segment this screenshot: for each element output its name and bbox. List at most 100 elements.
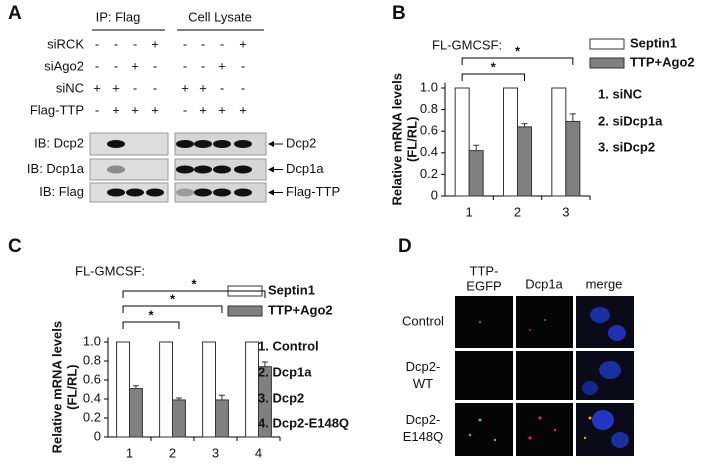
y-tick-label: 0 — [431, 187, 438, 202]
condition-sign: - — [95, 58, 99, 73]
bar — [116, 341, 130, 438]
significance-bracket — [461, 57, 574, 65]
significance-label: * — [148, 307, 154, 322]
significance-label: * — [491, 59, 497, 74]
condition-sign: - — [95, 102, 99, 117]
x-tick-label: 1 — [466, 204, 473, 219]
arrow-head — [268, 141, 274, 147]
bar — [565, 120, 581, 197]
legend-label: TTP+Ago2 — [268, 302, 333, 317]
band — [107, 140, 125, 148]
condition-sign: - — [114, 58, 118, 73]
error-bar — [521, 123, 528, 127]
blot — [89, 158, 169, 181]
panel-label: C — [8, 236, 22, 257]
condition-sign: + — [131, 58, 139, 73]
condition-sign: + — [218, 102, 226, 117]
condition-label: siNC — [56, 80, 84, 95]
micrographs — [455, 296, 634, 456]
error-bar — [132, 385, 139, 389]
bar — [202, 341, 217, 438]
note: 4. Dcp2-E148Q — [258, 415, 349, 430]
x-tick-label: 2 — [514, 204, 521, 219]
y-axis-label: (FL/RL) — [404, 117, 419, 162]
bar — [551, 87, 567, 197]
band — [176, 140, 194, 148]
blot-target: Dcp2 — [286, 135, 316, 150]
note: 3. Dcp2 — [258, 390, 304, 405]
error-bar — [473, 144, 480, 151]
legend-swatch — [589, 57, 625, 69]
condition-sign: - — [201, 36, 205, 51]
bar — [454, 87, 470, 197]
blot — [89, 132, 169, 156]
error-bar — [569, 113, 576, 122]
band — [176, 165, 194, 174]
y-tick-label: 1.0 — [420, 79, 438, 94]
error-bar — [261, 361, 268, 367]
y-tick-label: 0.6 — [420, 123, 438, 138]
y-tick-label: 0.2 — [83, 409, 101, 424]
condition-sign: - — [241, 58, 245, 73]
note: 1. Control — [258, 338, 319, 353]
y-tick-label: 0.4 — [420, 144, 438, 159]
condition-sign: - — [133, 36, 137, 51]
band — [107, 165, 125, 174]
significance-label: * — [515, 43, 521, 58]
x-tick-label: 3 — [212, 445, 219, 460]
legend-swatch — [589, 38, 625, 50]
band — [194, 165, 212, 174]
condition-sign: + — [199, 80, 207, 95]
y-tick-label: 0 — [94, 428, 101, 443]
condition-sign: - — [220, 36, 224, 51]
significance-label: * — [191, 276, 197, 291]
y-tick-label: 0.8 — [83, 352, 101, 367]
condition-sign: + — [112, 80, 120, 95]
arrow-head — [268, 189, 274, 196]
x-tick-label: 2 — [169, 445, 176, 460]
column-header: Dcp1a — [525, 276, 563, 291]
blot-label: IB: Dcp1a — [27, 161, 85, 176]
band — [234, 140, 252, 148]
chart-title: FL-GMCSF: — [432, 37, 502, 52]
band — [234, 188, 252, 197]
blot-target: Flag-TTP — [286, 184, 340, 199]
bar — [159, 341, 174, 438]
band — [234, 165, 252, 174]
bar — [215, 399, 229, 438]
condition-sign: + — [239, 36, 247, 51]
column-header: Cell Lysate — [188, 9, 252, 24]
y-tick-label: 0.4 — [83, 390, 101, 405]
panel-label: B — [392, 3, 406, 24]
condition-sign: - — [183, 102, 187, 117]
bar — [468, 150, 484, 197]
significance-label: * — [170, 291, 176, 306]
condition-sign: + — [151, 102, 159, 117]
condition-sign: + — [199, 102, 207, 117]
column-header: IP: Flag — [96, 9, 141, 24]
y-tick-label: 0.2 — [420, 166, 438, 181]
band — [213, 165, 231, 174]
condition-sign: - — [153, 80, 157, 95]
condition-sign: + — [112, 102, 120, 117]
x-tick-label: 3 — [562, 204, 569, 219]
band — [146, 188, 164, 197]
y-axis-label: Relative mRNA levels — [49, 321, 64, 453]
note: 1. siNC — [598, 86, 643, 101]
y-tick-label: 0.8 — [420, 101, 438, 116]
band — [213, 188, 231, 197]
panel-label: D — [398, 236, 412, 257]
condition-label: Flag-TTP — [30, 102, 84, 117]
condition-sign: - — [241, 80, 245, 95]
condition-sign: - — [153, 58, 157, 73]
blot-label: IB: Flag — [39, 184, 84, 199]
row-label: WT — [413, 376, 433, 391]
y-tick-label: 1.0 — [83, 333, 101, 348]
bar — [129, 388, 143, 438]
band — [126, 188, 144, 197]
bar — [503, 87, 518, 197]
chart-title: FL-GMCSF: — [75, 263, 145, 278]
legend-swatch — [227, 305, 263, 317]
condition-sign: - — [220, 80, 224, 95]
